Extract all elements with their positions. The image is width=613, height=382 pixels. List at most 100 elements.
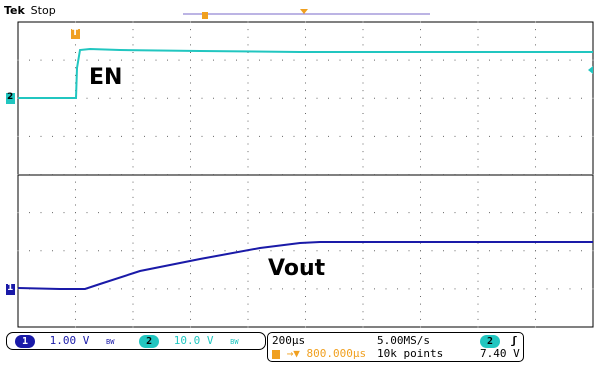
graticule-dot xyxy=(75,120,76,122)
graticule-dot xyxy=(500,212,502,214)
ch2-badge[interactable]: 2 xyxy=(139,335,160,348)
graticule-dot xyxy=(259,212,260,214)
graticule-dot xyxy=(362,105,364,107)
trigger-source-badge[interactable]: 2 xyxy=(480,335,501,348)
graticule-dot xyxy=(132,227,134,229)
graticule-dot xyxy=(247,288,249,290)
graticule-dot xyxy=(270,174,272,175)
graticule-dot xyxy=(316,250,318,252)
graticule-dot xyxy=(144,135,145,137)
graticule-dot xyxy=(178,212,180,214)
graticule-dot xyxy=(362,74,364,76)
graticule-dot xyxy=(362,280,364,282)
graticule-dot xyxy=(512,135,513,137)
graticule-dot xyxy=(477,120,479,122)
graticule-dot xyxy=(305,235,306,236)
graticule-dot xyxy=(98,174,99,175)
graticule-dot xyxy=(155,288,157,290)
graticule-dot xyxy=(259,59,260,61)
graticule-dot xyxy=(500,250,502,252)
graticule-dot xyxy=(63,174,65,175)
graticule-dot xyxy=(305,82,306,84)
graticule-dot xyxy=(270,59,272,61)
trigger-arrow-small-icon: →▼ xyxy=(286,347,300,360)
graticule-dot xyxy=(236,174,237,175)
graticule-dot xyxy=(477,21,479,23)
graticule-dot xyxy=(247,67,249,69)
graticule-dot xyxy=(167,59,168,61)
graticule-dot xyxy=(477,296,479,297)
graticule-dot xyxy=(247,166,249,168)
graticule-dot xyxy=(592,288,594,290)
graticule-dot xyxy=(408,174,410,175)
graticule-dot xyxy=(29,212,30,214)
graticule-dot xyxy=(362,288,364,290)
trigger-arrow-icon xyxy=(300,9,308,14)
graticule-dot xyxy=(420,158,421,160)
acquisition-status: Stop xyxy=(30,4,56,17)
ch1-badge[interactable]: 1 xyxy=(15,335,36,348)
graticule-dot xyxy=(408,250,410,252)
graticule-dot xyxy=(247,196,249,198)
graticule-dot xyxy=(477,227,479,229)
graticule-dot xyxy=(339,174,341,175)
graticule-dot xyxy=(351,288,352,290)
graticule-dot xyxy=(29,174,30,175)
graticule-dot xyxy=(362,296,364,297)
graticule-dot xyxy=(305,296,306,297)
graticule-dot xyxy=(477,135,479,137)
graticule-dot xyxy=(132,128,134,130)
graticule-dot xyxy=(144,97,145,99)
graticule-dot xyxy=(305,128,306,130)
graticule-dot xyxy=(328,250,329,252)
graticule-dot xyxy=(236,288,237,290)
graticule-dot xyxy=(431,212,433,214)
graticule-dot xyxy=(270,135,272,137)
graticule-dot xyxy=(362,219,364,221)
graticule-dot xyxy=(512,250,513,252)
graticule-dot xyxy=(132,135,134,137)
trigger-position-icon xyxy=(202,12,208,19)
graticule-dot xyxy=(75,204,76,206)
graticule-dot xyxy=(558,212,559,214)
graticule-dot xyxy=(201,59,203,61)
graticule-dot xyxy=(535,288,536,290)
graticule-dot xyxy=(489,135,490,137)
graticule-dot xyxy=(305,257,306,259)
graticule-dot xyxy=(385,288,387,290)
graticule-dot xyxy=(190,52,191,53)
graticule-dot xyxy=(535,181,536,183)
graticule-dot xyxy=(247,74,249,76)
graticule-dot xyxy=(259,135,260,137)
graticule-dot xyxy=(178,59,180,61)
graticule-dot xyxy=(75,158,76,160)
graticule-dot xyxy=(397,212,398,214)
graticule-dot xyxy=(305,90,306,92)
graticule-dot xyxy=(132,113,134,114)
graticule-dot xyxy=(132,21,134,23)
graticule-dot xyxy=(247,181,249,183)
graticule-dot xyxy=(224,97,226,99)
graticule-dot xyxy=(190,326,191,328)
graticule-dot xyxy=(259,288,260,290)
graticule-dot xyxy=(75,303,76,305)
graticule-dot xyxy=(581,250,582,252)
graticule-dot xyxy=(535,219,536,221)
graticule-dot xyxy=(362,265,364,267)
graticule-dot xyxy=(351,97,352,99)
graticule-dot xyxy=(201,174,203,175)
graticule-dot xyxy=(190,105,191,107)
graticule-dot xyxy=(385,97,387,99)
graticule-dot xyxy=(132,212,134,214)
graticule-dot xyxy=(535,59,536,61)
graticule-dot xyxy=(477,273,479,275)
trigger-level: 7.40 V xyxy=(480,347,520,360)
graticule-dot xyxy=(247,227,249,229)
graticule-dot xyxy=(17,212,19,214)
graticule-dot xyxy=(592,250,594,252)
graticule-dot xyxy=(362,166,364,168)
graticule-dot xyxy=(305,189,306,191)
graticule-dot xyxy=(581,174,582,175)
graticule-dot xyxy=(477,311,479,313)
graticule-dot xyxy=(454,250,456,252)
